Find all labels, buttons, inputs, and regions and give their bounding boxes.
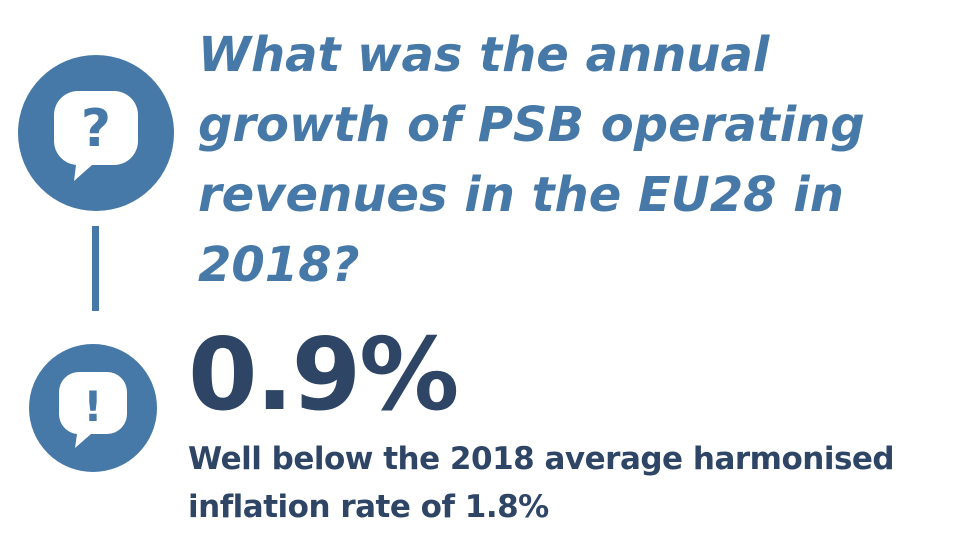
exclamation-bubble-icon: !: [29, 344, 157, 472]
question-heading: What was the annual growth of PSB operat…: [198, 27, 865, 293]
svg-text:!: !: [83, 382, 102, 431]
inflation-comparison-note: Well below the 2018 average harmonised i…: [188, 441, 895, 525]
svg-text:?: ?: [81, 99, 111, 159]
growth-rate-value: 0.9%: [188, 316, 459, 433]
connector-line: [92, 226, 99, 311]
question-bubble-icon: ?: [18, 55, 174, 211]
